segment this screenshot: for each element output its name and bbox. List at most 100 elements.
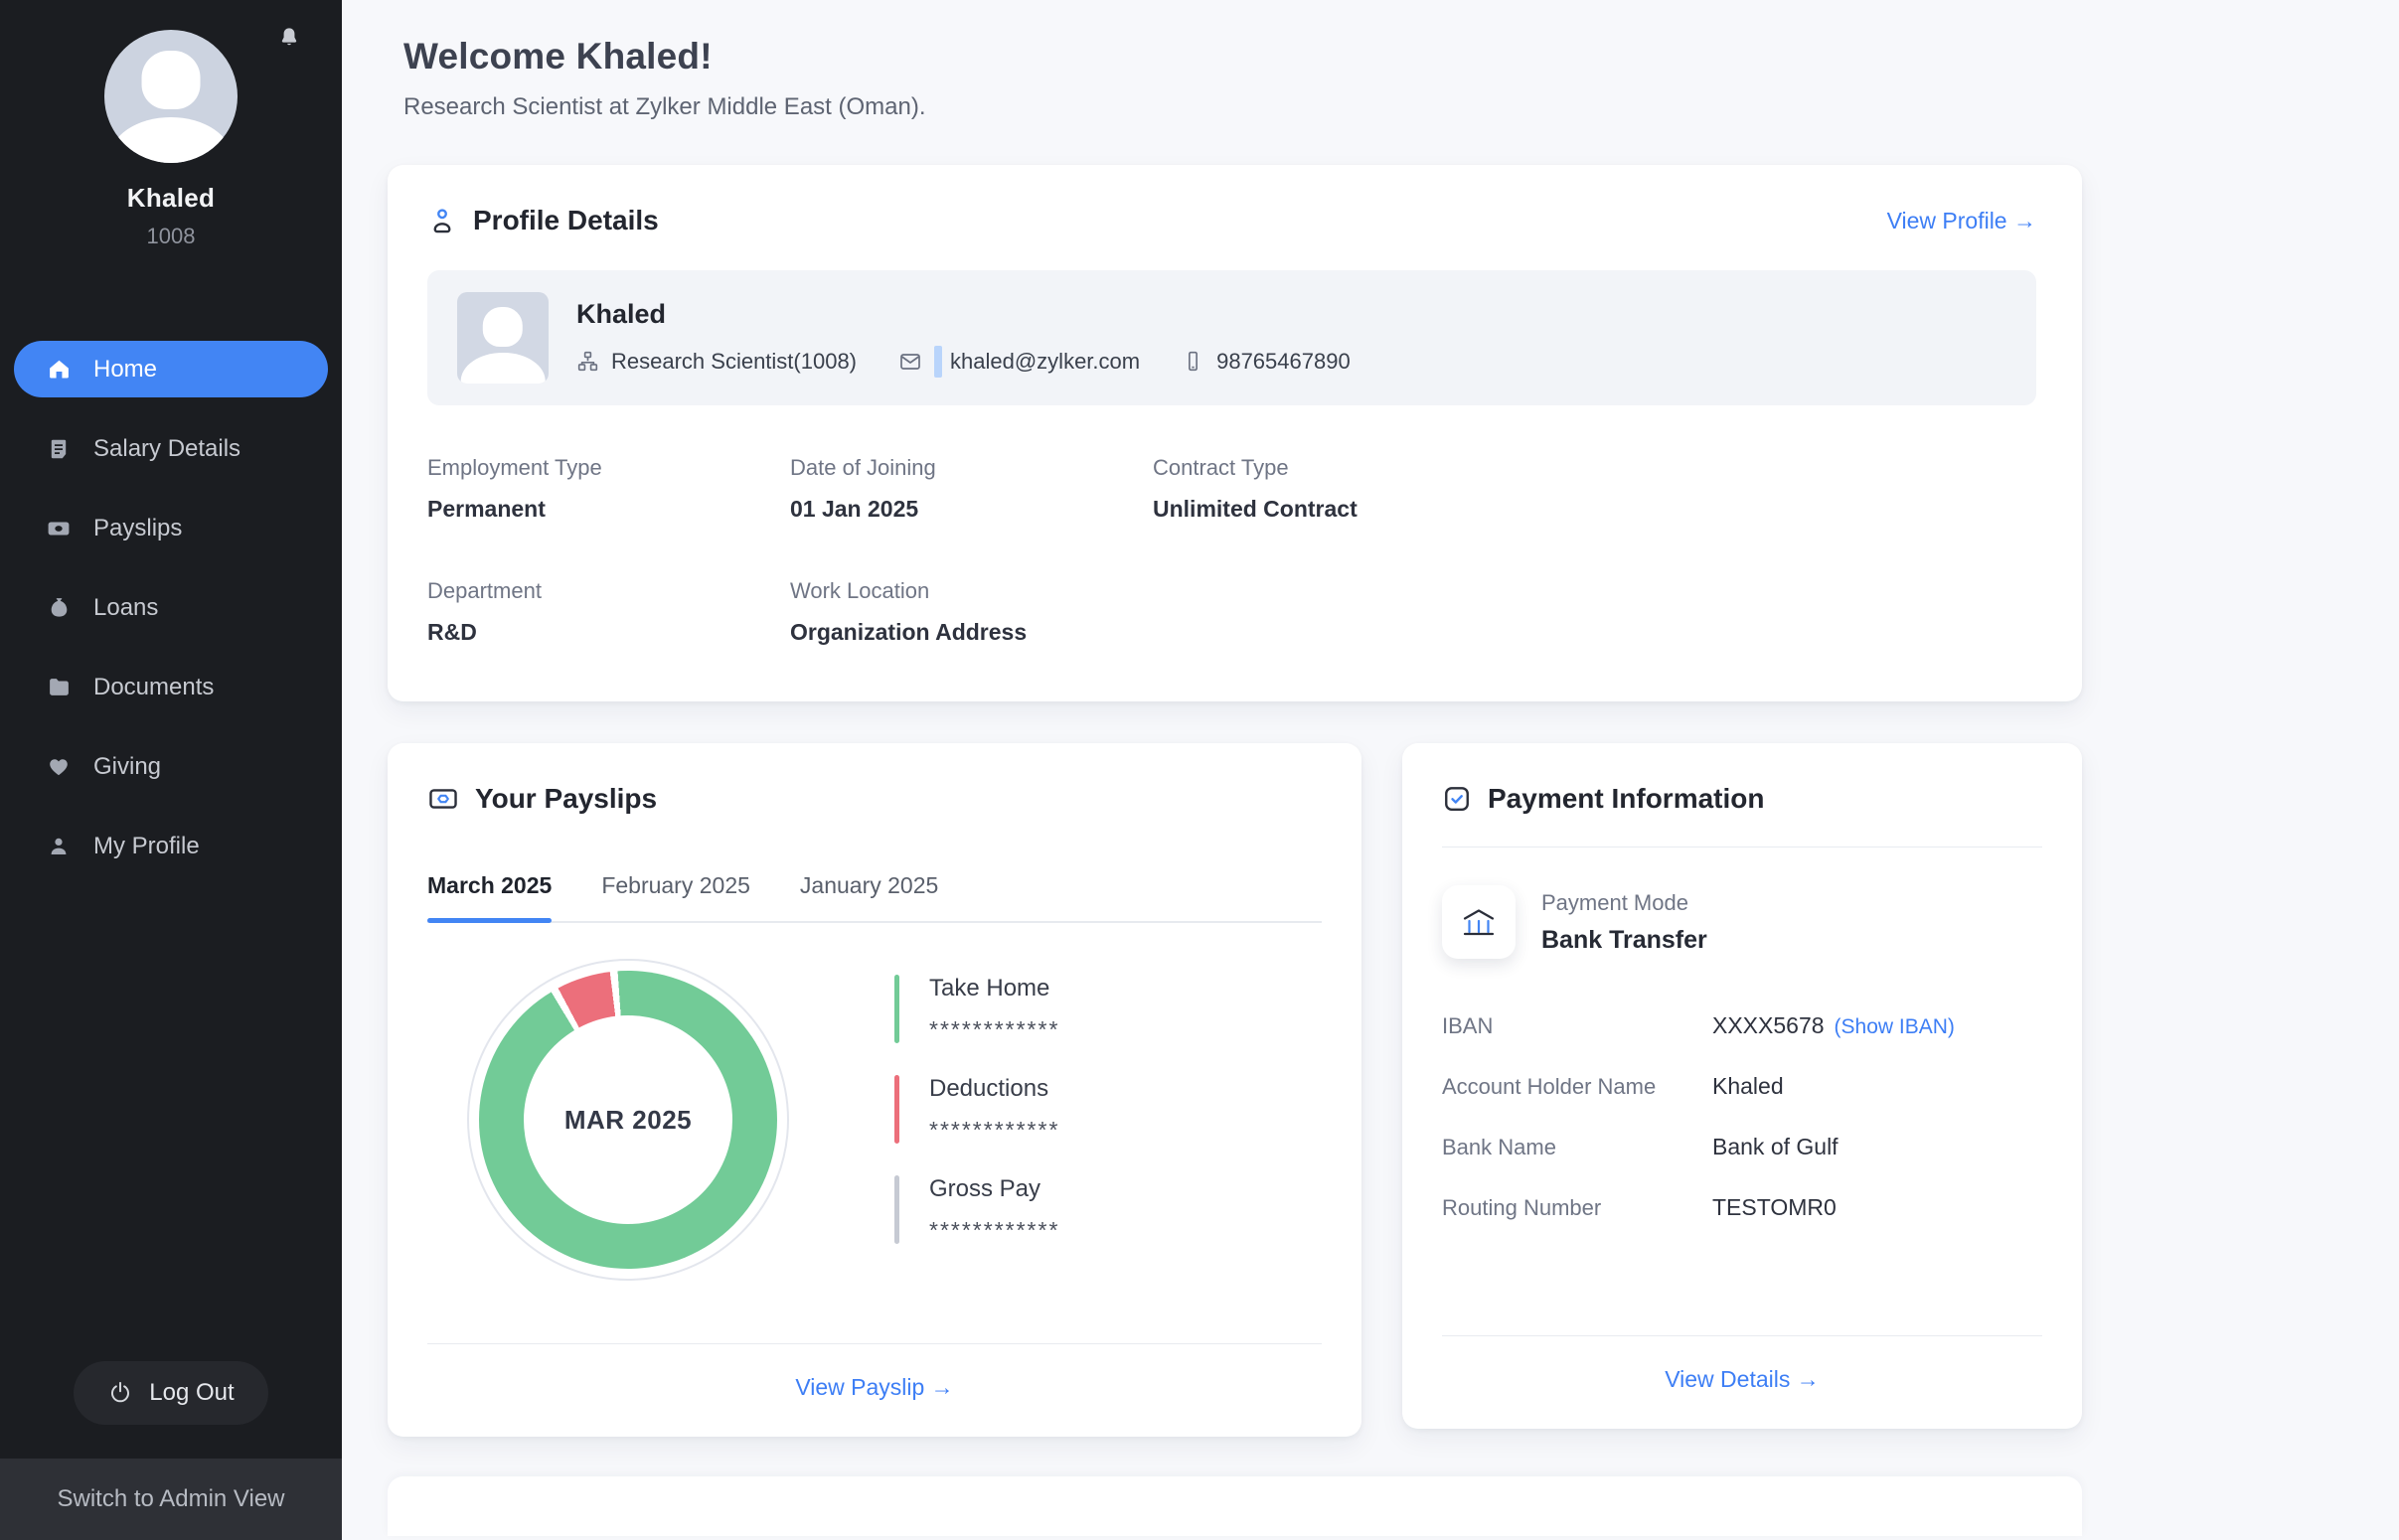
tab-february-2025[interactable]: February 2025 [601,872,750,921]
loans-icon [46,595,72,621]
power-icon [107,1380,133,1406]
sidebar-item-giving[interactable]: Giving [14,738,328,795]
documents-icon [46,675,72,700]
sidebar-item-salary-details[interactable]: Salary Details [14,420,328,477]
employee-name: Khaled [576,299,1351,330]
employee-email: khaled@zylker.com [898,346,1140,378]
field-date-of-joining: Date of Joining 01 Jan 2025 [790,455,1153,523]
view-payslip-link[interactable]: View Payslip → [795,1374,953,1400]
payslip-legend: Take Home ************ Deductions ******… [894,971,1059,1269]
tab-march-2025[interactable]: March 2025 [427,872,552,921]
field-contract-type: Contract Type Unlimited Contract [1153,455,2036,523]
row-bank-name: Bank Name Bank of Gulf [1442,1134,2042,1160]
row-label: Account Holder Name [1442,1074,1712,1100]
row-label: Bank Name [1442,1135,1712,1160]
switch-to-admin-label: Switch to Admin View [58,1485,285,1513]
legend-value-masked: ************ [929,1016,1059,1043]
payment-card-title: Payment Information [1488,783,1764,815]
profile-details-icon [427,206,457,235]
employee-role-text: Research Scientist(1008) [611,349,857,375]
row-value: XXXX5678 [1712,1012,1825,1039]
your-payslips-icon [427,783,459,815]
employee-summary: Khaled [427,270,2036,405]
logout-button[interactable]: Log Out [74,1361,267,1425]
sidebar-item-label: Loans [93,594,158,622]
sidebar-item-my-profile[interactable]: My Profile [14,818,328,874]
row-label: Routing Number [1442,1195,1712,1221]
text-cursor-highlight [934,346,942,378]
row-value: Bank of Gulf [1712,1134,1839,1160]
sidebar-item-label: Payslips [93,515,182,542]
payment-details-rows: IBAN XXXX5678 (Show IBAN) Account Holder… [1442,1012,2042,1221]
employee-avatar [457,292,549,384]
switch-to-admin-view[interactable]: Switch to Admin View [0,1459,342,1540]
tab-january-2025[interactable]: January 2025 [800,872,938,921]
sidebar-item-payslips[interactable]: Payslips [14,500,328,556]
sidebar-item-label: Salary Details [93,435,240,463]
sidebar-item-label: Giving [93,753,161,781]
profile-card-title: Profile Details [473,205,659,236]
row-value: Khaled [1712,1073,1784,1100]
legend-label: Take Home [929,975,1059,1002]
home-icon [46,357,72,383]
legend-marker-red [894,1075,899,1144]
row-account-holder-name: Account Holder Name Khaled [1442,1073,2042,1100]
sidebar-nav: Home Salary Details Payslips Loans [0,341,342,897]
legend-take-home: Take Home ************ [894,975,1059,1043]
payment-mode-label: Payment Mode [1541,890,1707,916]
payslips-icon [46,516,72,541]
my-profile-icon [46,834,72,859]
payslip-month-tabs: March 2025 February 2025 January 2025 [427,872,1322,923]
logout-label: Log Out [149,1379,234,1407]
field-value: R&D [427,619,790,646]
legend-value-masked: ************ [929,1117,1059,1144]
payslips-card-title: Your Payslips [475,783,657,815]
main-content: Welcome Khaled! Research Scientist at Zy… [342,0,2399,1540]
legend-marker-green [894,975,899,1043]
row-iban: IBAN XXXX5678 (Show IBAN) [1442,1012,2042,1039]
field-department: Department R&D [427,578,790,646]
email-icon [898,350,922,374]
row-routing-number: Routing Number TESTOMR0 [1442,1194,2042,1221]
field-employment-type: Employment Type Permanent [427,455,790,523]
bank-icon [1442,885,1516,959]
sidebar-user-id: 1008 [0,224,342,249]
sidebar-item-home[interactable]: Home [14,341,328,397]
sidebar-item-label: My Profile [93,833,200,860]
next-card-partial [388,1476,2082,1536]
sidebar: Khaled 1008 Home Salary Details Payslips [0,0,342,1540]
sidebar-avatar [104,30,238,163]
sidebar-item-documents[interactable]: Documents [14,659,328,715]
payment-mode-value: Bank Transfer [1541,926,1707,955]
sidebar-item-label: Documents [93,674,214,701]
giving-icon [46,754,72,780]
legend-gross-pay: Gross Pay ************ [894,1175,1059,1244]
employee-role: Research Scientist(1008) [576,349,857,375]
show-iban-link[interactable]: (Show IBAN) [1835,1015,1955,1039]
field-label: Work Location [790,578,1153,604]
sidebar-user-name: Khaled [0,183,342,214]
role-icon [576,350,599,373]
field-label: Date of Joining [790,455,1153,481]
your-payslips-card: Your Payslips March 2025 February 2025 J… [388,743,1361,1437]
bell-icon[interactable] [276,26,302,52]
app-window: Khaled 1008 Home Salary Details Payslips [0,0,2399,1540]
row-value: TESTOMR0 [1712,1194,1837,1221]
sidebar-item-loans[interactable]: Loans [14,579,328,636]
profile-details-card: Profile Details View Profile → Khaled [388,165,2082,701]
page-title: Welcome Khaled! [403,36,2082,77]
view-details-link[interactable]: View Details → [1665,1366,1820,1392]
employee-phone: 98765467890 [1182,349,1351,375]
legend-label: Deductions [929,1075,1059,1103]
payment-information-icon [1442,784,1472,814]
view-profile-link[interactable]: View Profile → [1887,208,2036,234]
payslip-donut-chart: MAR 2025 [479,971,777,1269]
phone-icon [1182,350,1204,373]
donut-center-label: MAR 2025 [564,1105,692,1136]
legend-label: Gross Pay [929,1175,1059,1203]
profile-fields: Employment Type Permanent Date of Joinin… [427,455,2036,646]
field-label: Department [427,578,790,604]
sidebar-item-label: Home [93,356,157,384]
salary-details-icon [46,436,72,462]
field-value: 01 Jan 2025 [790,496,1153,523]
